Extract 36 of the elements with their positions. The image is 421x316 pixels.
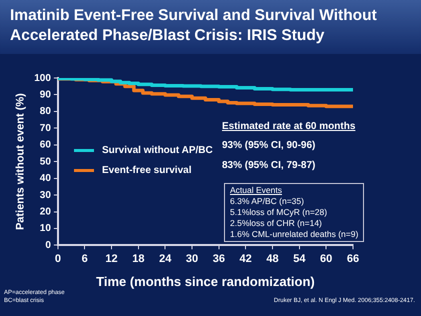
- y-axis-title: Patients without event (%): [14, 92, 27, 230]
- annotation: 6.3% AP/BC (n=35): [230, 196, 305, 207]
- x-axis-title: Time (months since randomization): [96, 274, 315, 289]
- legend-label: Event-free survival: [102, 164, 192, 176]
- legend-label: Survival without AP/BC: [102, 144, 213, 156]
- y-tick-label: 70: [40, 122, 52, 134]
- annotation: 1.6% CML-unrelated deaths (n=9): [230, 229, 358, 240]
- y-tick-label: 80: [40, 106, 52, 118]
- y-tick-label: 90: [40, 89, 52, 100]
- y-tick-label: 20: [40, 206, 52, 218]
- annotation: Actual Events: [230, 185, 283, 196]
- y-tick-label: 0: [45, 240, 52, 251]
- y-tick-label: 30: [40, 190, 52, 201]
- annotation: Estimated rate at 60 months: [222, 121, 356, 132]
- x-tick-label: 36: [212, 252, 225, 265]
- x-tick-label: 54: [293, 252, 306, 265]
- x-tick-label: 66: [346, 252, 360, 265]
- x-tick-label: 24: [159, 252, 172, 265]
- annotation: 2.5%loss of CHR (n=14): [230, 218, 323, 229]
- y-tick-label: 10: [40, 223, 52, 234]
- x-tick-label: 6: [82, 252, 88, 265]
- annotation: 93% (95% CI, 90-96): [222, 140, 316, 151]
- x-tick-label: 12: [105, 252, 118, 265]
- x-tick-label: 0: [54, 252, 61, 265]
- x-tick-label: 30: [186, 252, 198, 265]
- y-tick-label: 50: [40, 156, 52, 168]
- annotation: 5.1%loss of MCyR (n=28): [230, 207, 328, 218]
- y-tick-label: 100: [34, 72, 52, 84]
- annotation: 83% (95% CI, 79-87): [222, 160, 316, 171]
- y-tick-label: 60: [40, 140, 52, 151]
- x-tick-label: 42: [240, 252, 252, 265]
- x-tick-label: 18: [132, 252, 144, 265]
- y-tick-label: 40: [40, 173, 52, 184]
- chart-title: Imatinib Event-Free Survival and Survival Without Accelerated Phase/Blast Crisis: IRIS Study: [10, 6, 378, 46]
- x-tick-label: 60: [320, 252, 332, 265]
- x-tick-label: 48: [266, 252, 279, 265]
